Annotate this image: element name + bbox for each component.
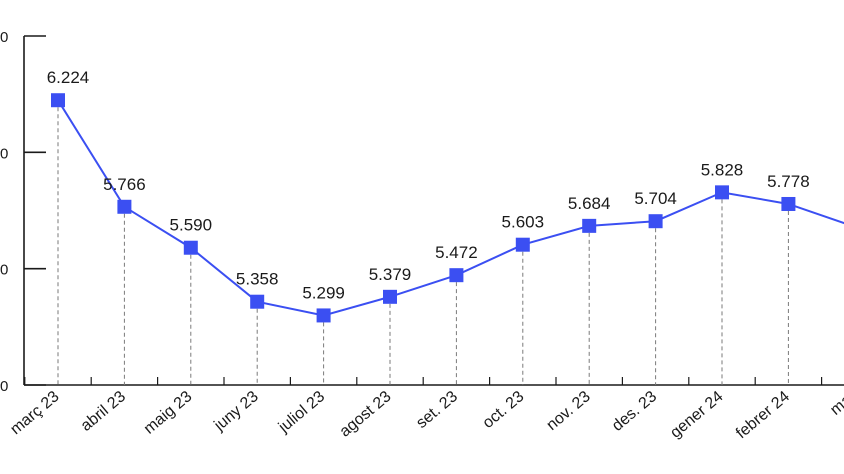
- data-labels: 6.224 5.766 5.590 5.358 5.299 5.379 5.472 5.603…: [47, 68, 810, 302]
- data-label: 5.766: [103, 175, 146, 194]
- data-point: [582, 218, 597, 233]
- data-point: [449, 268, 464, 283]
- x-tick-label: gener 24: [667, 388, 726, 442]
- x-tick-label: juny 23: [211, 388, 262, 435]
- y-axis: 0 0 0 0: [0, 29, 46, 395]
- series-line: [57, 99, 844, 317]
- x-tick-label: febrer 24: [733, 388, 793, 442]
- data-label: 5.590: [170, 216, 213, 235]
- x-tick-label: oct. 23: [480, 388, 528, 432]
- x-tick-label: maig 23: [141, 388, 196, 438]
- x-tick-label: nov. 23: [544, 388, 594, 434]
- data-label: 5.603: [502, 213, 545, 232]
- x-tick-label: mar: [827, 388, 844, 419]
- data-label: 5.472: [435, 243, 478, 262]
- data-point: [383, 289, 397, 304]
- data-label: 5.299: [302, 283, 345, 302]
- data-point: [316, 308, 331, 323]
- data-label: 5.704: [634, 189, 677, 208]
- x-tick-label: abril 23: [78, 388, 129, 435]
- data-label: 5.379: [369, 265, 412, 284]
- x-tick-label: set. 23: [413, 388, 461, 432]
- y-tick-label: 0: [0, 262, 8, 279]
- data-point: [117, 199, 132, 214]
- x-tick-label: des. 23: [609, 388, 660, 435]
- data-label: 5.828: [701, 160, 744, 179]
- data-point: [648, 214, 663, 229]
- data-label: 5.778: [767, 172, 810, 191]
- y-tick-label: 0: [0, 378, 8, 395]
- data-point: [183, 240, 198, 255]
- data-label: 5.358: [236, 270, 279, 289]
- data-point: [715, 185, 729, 200]
- x-tick-label: març 23: [7, 388, 62, 438]
- drop-lines: [57, 100, 789, 385]
- y-tick-label: 0: [0, 29, 8, 46]
- x-axis: març 23 abril 23 maig 23 juny 23 juliol 23 ag…: [7, 377, 844, 442]
- data-point: [51, 93, 65, 108]
- data-point: [781, 196, 796, 211]
- data-markers: [51, 93, 796, 323]
- y-tick-label: 0: [0, 145, 8, 162]
- x-tick-label: juliol 23: [275, 388, 328, 437]
- data-point: [515, 237, 530, 252]
- data-label: 6.224: [47, 68, 90, 87]
- x-tick-label: agost 23: [337, 388, 395, 441]
- series-polyline: [57, 99, 844, 317]
- data-label: 5.684: [568, 194, 611, 213]
- data-point: [250, 294, 265, 309]
